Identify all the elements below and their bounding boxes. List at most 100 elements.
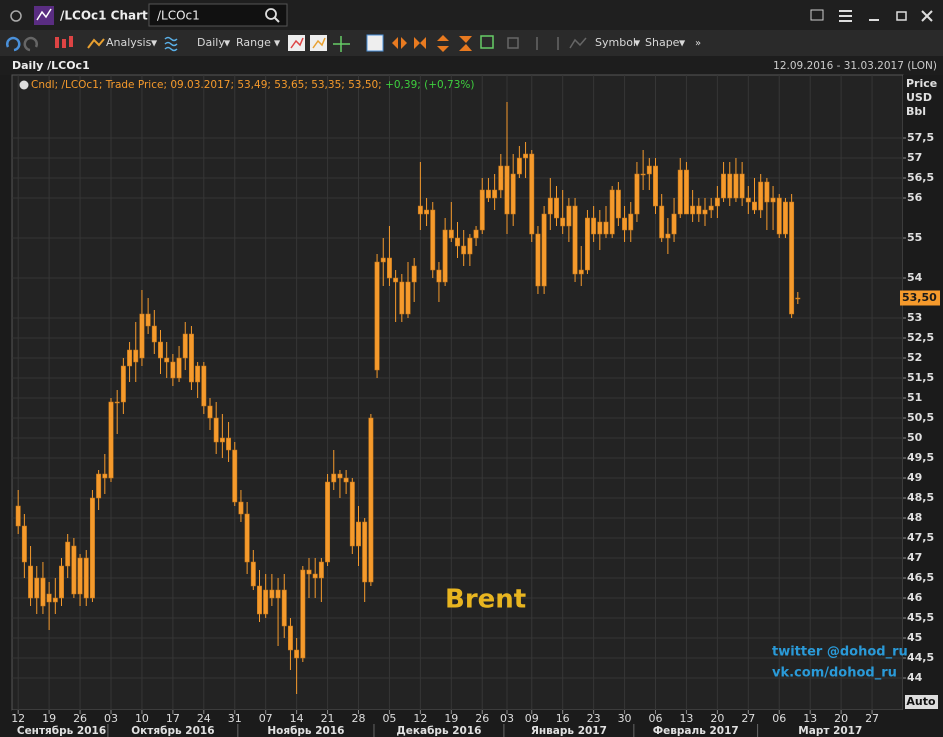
x-tick-label: 03: [500, 712, 514, 725]
candle-body: [436, 269, 442, 283]
range-menu[interactable]: Range: [236, 36, 271, 49]
x-tick-label: 06: [772, 712, 786, 725]
interval-icon[interactable]: [164, 36, 178, 52]
candle-body: [21, 525, 27, 563]
link-icon[interactable]: [10, 10, 22, 22]
maximize-button[interactable]: [896, 11, 907, 21]
date-axis: [12, 710, 943, 737]
compare-button[interactable]: [310, 35, 327, 51]
chart-button-line: [290, 37, 304, 49]
toolbar: [0, 30, 943, 56]
y-tick-label: 46,5: [907, 571, 934, 584]
search-icon-handle: [274, 17, 280, 23]
auto-button-label[interactable]: Auto: [906, 695, 936, 708]
x-tick-label: 20: [834, 712, 848, 725]
y-tick-label: 49,5: [907, 451, 934, 464]
y-tick-label: 44,5: [907, 651, 934, 664]
analysis-icon[interactable]: [87, 38, 105, 49]
candle-body: [263, 589, 269, 615]
x-tick-label: 06: [649, 712, 663, 725]
y-tick-label: 49: [907, 471, 922, 484]
candle-body: [257, 585, 262, 615]
zoom-button[interactable]: [366, 34, 384, 52]
candle-body: [300, 569, 306, 659]
x-tick-label: 05: [382, 712, 396, 725]
candle-body: [653, 165, 658, 207]
candle-body: [455, 237, 460, 247]
left-margin: [0, 75, 12, 737]
legend-clock-icon: [19, 80, 29, 90]
candle-body: [690, 205, 696, 215]
candle-body: [430, 209, 436, 271]
candle-body: [343, 477, 349, 483]
select-button[interactable]: [480, 35, 494, 49]
close-button[interactable]: [921, 10, 933, 22]
candle-body: [28, 565, 34, 599]
vk-label: vk.com/dohod_ru: [772, 666, 897, 681]
candle-body: [752, 201, 757, 211]
candle-body: [578, 269, 584, 275]
candle-body: [151, 325, 157, 343]
candle-body: [250, 561, 256, 587]
candle-body: [312, 573, 318, 579]
chart-icon-line: [36, 8, 52, 21]
last-price-label: 53,50: [902, 291, 937, 304]
candle-body: [733, 173, 739, 199]
price-axis: [903, 75, 943, 710]
crosshair-button[interactable]: [333, 36, 350, 52]
candle-body: [164, 357, 170, 363]
candle-body: [232, 449, 238, 503]
scroll-buttons[interactable]: [392, 35, 472, 52]
candle-body: [59, 565, 64, 599]
candle-body: [226, 437, 232, 451]
auto-button[interactable]: [905, 695, 938, 709]
x-tick-label: 19: [42, 712, 56, 725]
candle-body: [331, 473, 337, 483]
dropdown-arrow: ▼: [274, 39, 281, 48]
tree-icon[interactable]: [810, 9, 824, 21]
month-label: Сентябрь 2016: [17, 725, 106, 737]
y-label: USD: [906, 91, 932, 104]
candle-body: [671, 213, 677, 235]
symbol-menu[interactable]: Symbol: [595, 36, 636, 49]
candle-body: [356, 521, 361, 547]
candle-body: [547, 197, 553, 215]
chart-button[interactable]: [288, 35, 305, 51]
candle-body: [677, 169, 683, 215]
candle-body: [83, 557, 89, 599]
candle-body: [281, 589, 287, 627]
month-label: Февраль 2017: [653, 725, 739, 737]
candle-body: [504, 165, 510, 215]
candle-body: [114, 401, 120, 404]
search-icon[interactable]: [265, 8, 277, 20]
candle-body: [424, 209, 430, 215]
search-text[interactable]: /LCOc1: [157, 9, 200, 23]
candle-body: [195, 365, 201, 383]
y-tick-label: 57,5: [907, 131, 934, 144]
x-tick-label: 27: [865, 712, 879, 725]
candle-body: [758, 181, 764, 211]
x-tick-label: 27: [741, 712, 755, 725]
y-tick-label: 55: [907, 231, 922, 244]
search-box[interactable]: [148, 3, 288, 27]
y-tick-label: 48: [907, 511, 922, 524]
x-tick-label: 26: [73, 712, 87, 725]
candle-body: [287, 625, 293, 651]
menu-icon[interactable]: [839, 10, 852, 22]
analysis-menu[interactable]: Analysis: [106, 36, 152, 49]
compare-button-line: [312, 37, 326, 49]
x-tick-label: 16: [556, 712, 570, 725]
y-tick-label: 57: [907, 151, 922, 164]
y-label: Bbl: [906, 105, 926, 118]
y-tick-label: 52: [907, 351, 922, 364]
candle-body: [176, 357, 182, 379]
candle-type-button[interactable]: [55, 36, 73, 48]
shape-menu[interactable]: Shape: [645, 36, 680, 49]
redo-button[interactable]: [23, 36, 38, 52]
more-button[interactable]: »: [695, 38, 701, 49]
candle-body: [473, 229, 479, 239]
x-tick-label: 30: [618, 712, 632, 725]
x-tick-label: 31: [228, 712, 242, 725]
undo-button[interactable]: [6, 36, 21, 52]
interval-menu[interactable]: Daily: [197, 36, 225, 49]
